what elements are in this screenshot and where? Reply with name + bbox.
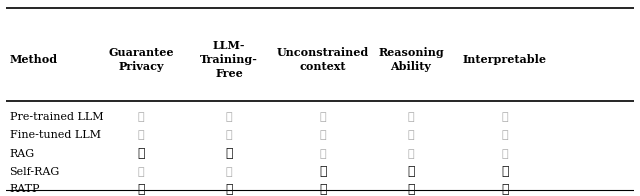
- Text: ✗: ✗: [138, 112, 145, 122]
- Text: ✗: ✗: [320, 131, 326, 141]
- Text: ✗: ✗: [226, 112, 232, 122]
- Text: ✓: ✓: [501, 183, 509, 196]
- Text: ✓: ✓: [501, 165, 509, 178]
- Text: Pre-trained LLM: Pre-trained LLM: [10, 112, 103, 122]
- Text: ✗: ✗: [226, 167, 232, 177]
- Text: LLM-
Training-
Free: LLM- Training- Free: [200, 40, 258, 79]
- Text: RATP: RATP: [10, 184, 40, 194]
- Text: Self-RAG: Self-RAG: [10, 167, 60, 177]
- Text: ✗: ✗: [320, 112, 326, 122]
- Text: ✗: ✗: [320, 149, 326, 159]
- Text: ✓: ✓: [319, 165, 327, 178]
- Text: ✗: ✗: [226, 131, 232, 141]
- Text: RAG: RAG: [10, 149, 35, 159]
- Text: ✗: ✗: [138, 167, 145, 177]
- Text: ✓: ✓: [319, 183, 327, 196]
- Text: ✓: ✓: [138, 183, 145, 196]
- Text: ✗: ✗: [502, 131, 508, 141]
- Text: ✗: ✗: [138, 131, 145, 141]
- Text: ✓: ✓: [225, 147, 233, 160]
- Text: ✗: ✗: [408, 112, 414, 122]
- Text: ✓: ✓: [138, 147, 145, 160]
- Text: Interpretable: Interpretable: [463, 54, 547, 65]
- Text: Method: Method: [10, 54, 58, 65]
- Text: Reasoning
Ability: Reasoning Ability: [378, 47, 444, 72]
- Text: Fine-tuned LLM: Fine-tuned LLM: [10, 131, 100, 141]
- Text: ✗: ✗: [502, 112, 508, 122]
- Text: ✗: ✗: [408, 149, 414, 159]
- Text: ✓: ✓: [407, 165, 415, 178]
- Text: Guarantee
Privacy: Guarantee Privacy: [109, 47, 174, 72]
- Text: ✓: ✓: [407, 183, 415, 196]
- Text: ✗: ✗: [408, 131, 414, 141]
- Text: ✗: ✗: [502, 149, 508, 159]
- Text: ✓: ✓: [225, 183, 233, 196]
- Text: Unconstrained
context: Unconstrained context: [277, 47, 369, 72]
